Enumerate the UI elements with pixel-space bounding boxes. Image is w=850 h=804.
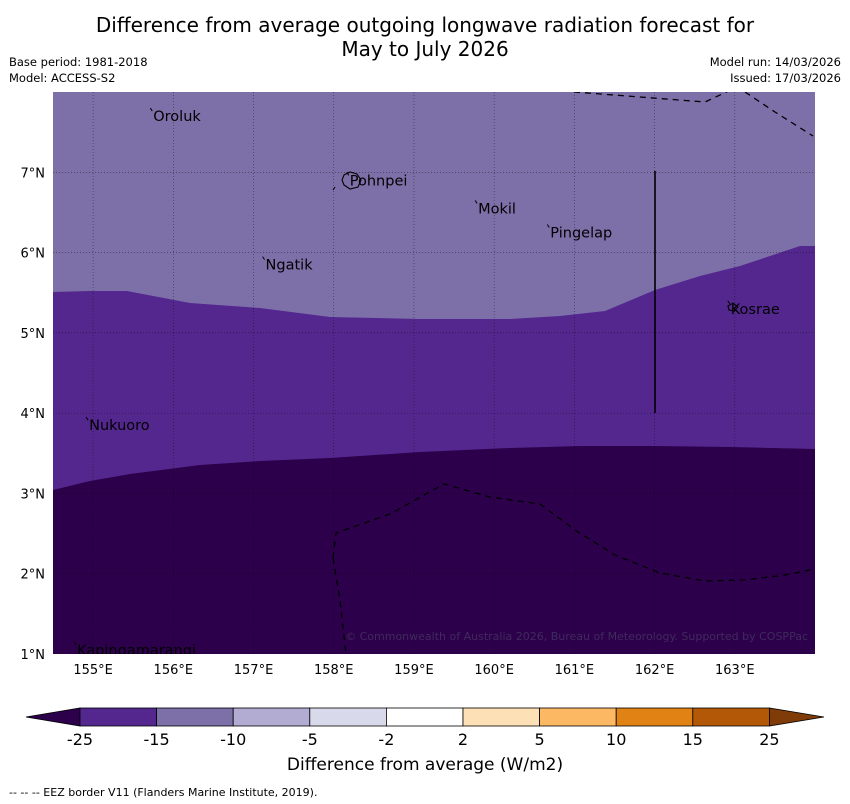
place-label-pingelap: Pingelap — [550, 226, 612, 242]
place-marker — [262, 256, 265, 260]
lon-tick-label: 160°E — [474, 663, 514, 678]
colorbar-tick-label: 25 — [759, 730, 779, 749]
title-line-1: Difference from average outgoing longwav… — [95, 13, 755, 37]
place-label-kapingamarangi: Kapingamarangi — [77, 643, 196, 659]
place-marker — [727, 300, 731, 305]
colorbar-tick-label: -5 — [302, 730, 318, 749]
colorbar-tick-label: -10 — [220, 730, 246, 749]
base-period: Base period: 1981-2018 — [9, 55, 148, 69]
colorbar-segment — [385, 707, 464, 727]
colorbar-tick-label: 2 — [458, 730, 468, 749]
lon-tick-label: 159°E — [394, 663, 434, 678]
band-dark — [53, 446, 815, 654]
colorbar-segment — [79, 707, 157, 727]
colorbar-segment — [539, 707, 617, 727]
lat-tick-label: 2°N — [21, 568, 46, 583]
meta-left: Base period: 1981-2018 Model: ACCESS-S2 — [9, 54, 148, 86]
model-run: Model run: 14/03/2026 — [709, 55, 841, 69]
place-marker — [546, 224, 550, 228]
colorbar: -25 -15 -10 -5 -2 2 5 10 15 25 — [25, 707, 825, 749]
model-name: Model: ACCESS-S2 — [9, 71, 116, 85]
place-labels: Oroluk Pohnpei Mokil Pingelap Ngatik Kosrae Nu… — [73, 107, 780, 659]
colorbar-segment — [615, 707, 694, 727]
lon-tick-label: 155°E — [73, 663, 113, 678]
copyright-credit: © Commonwealth of Australia 2026, Bureau… — [345, 630, 808, 643]
place-marker — [474, 200, 478, 204]
lat-tick-label: 4°N — [21, 407, 46, 422]
colorbar-tick-label: -2 — [378, 730, 394, 749]
colorbar-segment — [692, 707, 770, 727]
lat-tick-label: 1°N — [21, 648, 46, 663]
place-label-nukuoro: Nukuoro — [89, 418, 150, 434]
colorbar-label: Difference from average (W/m2) — [286, 755, 564, 775]
place-marker — [346, 172, 350, 176]
longitude-ticks: 155°E 156°E 157°E 158°E 159°E 160°E 161°E 162°E… — [73, 663, 754, 678]
place-label-kosrae: Kosrae — [731, 302, 780, 318]
lon-tick-label: 158°E — [314, 663, 354, 678]
map-canvas: Oroluk Pohnpei Mokil Pingelap Ngatik Kosrae Nu… — [21, 92, 815, 678]
colorbar-extend-low — [25, 707, 81, 727]
lon-tick-label: 156°E — [154, 663, 194, 678]
meta-right: Model run: 14/03/2026 Issued: 17/03/2026 — [710, 54, 841, 86]
lon-tick-label: 163°E — [715, 663, 755, 678]
colorbar-extend-high — [769, 707, 825, 727]
graticule — [53, 92, 815, 654]
colorbar-ticks: -25 -15 -10 -5 -2 2 5 10 15 25 — [67, 730, 780, 749]
colorbar-tick-label: 15 — [683, 730, 703, 749]
place-label-oroluk: Oroluk — [153, 109, 201, 125]
colorbar-segment — [309, 707, 387, 727]
eez-footnote: -- -- -- EEZ border V11 (Flanders Marine… — [9, 786, 318, 799]
colorbar-segment — [232, 707, 311, 727]
colorbar-tick-label: 10 — [606, 730, 626, 749]
colorbar-tick-label: 5 — [535, 730, 545, 749]
lat-tick-label: 5°N — [21, 327, 46, 342]
map-title: Difference from average outgoing longwav… — [0, 13, 850, 61]
eez-border — [332, 92, 815, 654]
place-label-ngatik: Ngatik — [266, 258, 314, 274]
place-marker — [73, 641, 77, 646]
latitude-ticks: 1°N 2°N 3°N 4°N 5°N 6°N 7°N — [21, 166, 46, 663]
colorbar-segment — [156, 707, 234, 727]
lat-tick-label: 7°N — [21, 166, 46, 181]
lon-tick-label: 157°E — [234, 663, 274, 678]
lat-tick-label: 6°N — [21, 247, 46, 262]
lat-tick-label: 3°N — [21, 487, 46, 502]
map-fill: Oroluk Pohnpei Mokil Pingelap Ngatik Kosrae Nu… — [53, 92, 815, 659]
colorbar-segment — [462, 707, 540, 727]
place-marker — [85, 416, 89, 421]
place-marker — [149, 107, 153, 112]
lon-tick-label: 161°E — [555, 663, 595, 678]
lon-tick-label: 162°E — [635, 663, 675, 678]
colorbar-tick-label: -25 — [67, 730, 93, 749]
place-label-mokil: Mokil — [478, 201, 516, 217]
islands — [332, 171, 739, 312]
place-label-pohnpei: Pohnpei — [350, 173, 408, 189]
colorbar-segments — [25, 707, 825, 727]
title-line-2: May to July 2026 — [341, 37, 509, 61]
issued-date: Issued: 17/03/2026 — [730, 71, 841, 85]
colorbar-tick-label: -15 — [144, 730, 170, 749]
